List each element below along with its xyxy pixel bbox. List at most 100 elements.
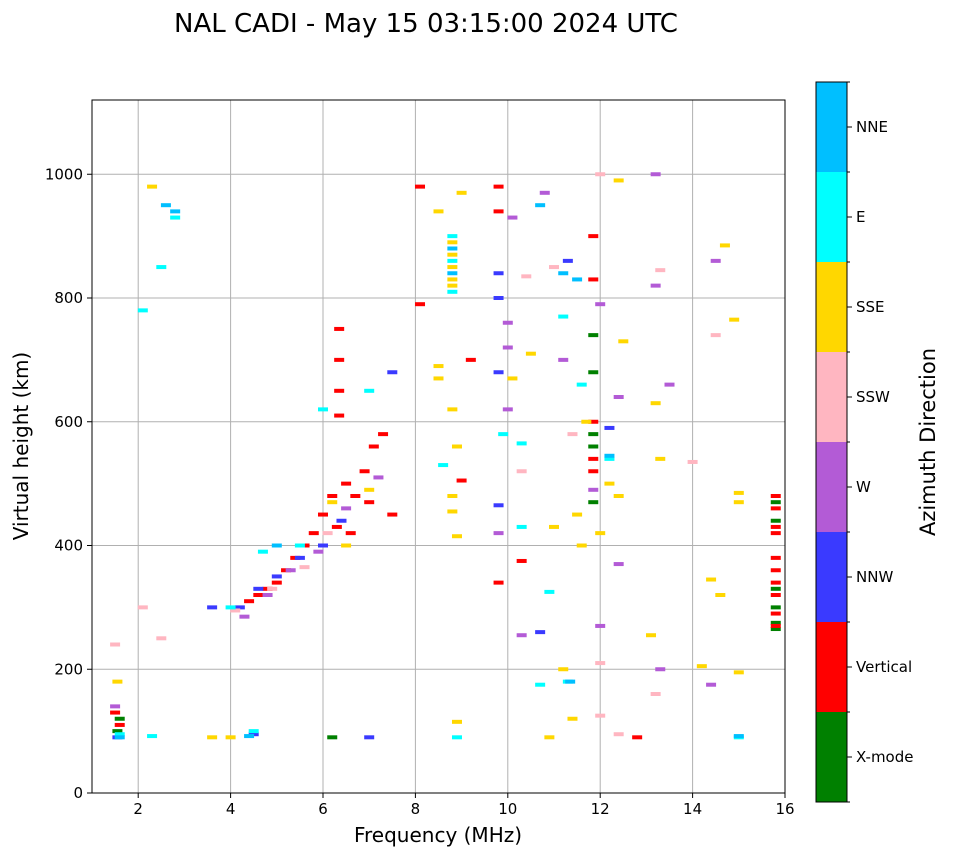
data-point-vertical [334,357,345,362]
data-point-x-mode [770,500,781,505]
data-point-sse [567,716,578,721]
data-point-ssw [521,274,532,279]
data-point-x-mode [770,605,781,610]
colorbar-segment [816,172,847,262]
data-point-x-mode [588,432,599,437]
data-point-sse [706,577,717,582]
data-point-ssw [110,642,121,647]
x-tick-label: 6 [318,800,328,818]
colorbar-label: X-mode [856,748,913,766]
y-tick-label: 200 [54,660,83,678]
x-axis-ticks: 2 4 6 8 10 12 14 16 [133,793,795,818]
data-point-sse [544,735,555,740]
colorbar-frame [815,81,848,803]
data-point-vertical [318,512,328,517]
data-point-sse [433,376,444,381]
data-point-nne [733,734,744,739]
grid-lines [92,100,785,793]
data-point-vertical [364,500,375,505]
data-point-vertical [415,184,426,189]
data-point-nne [447,246,458,251]
data-point-x-mode [588,444,599,449]
colorbar-segment [816,352,847,442]
data-point-w [516,633,527,638]
data-point-w [502,320,513,325]
data-point-nnw [318,543,328,548]
data-point-vertical [415,302,426,307]
data-point-vertical [271,580,282,585]
data-point-vertical [378,432,389,437]
data-point-vertical [387,512,398,517]
data-point-w [706,682,717,687]
data-point-w [613,395,624,399]
colorbar-label: W [856,478,871,496]
data-point-e [604,456,615,461]
data-point-sse [225,735,236,740]
data-point-sse [733,500,744,505]
data-point-ssw [710,333,721,338]
data-point-sse [207,735,218,740]
data-point-nne [565,679,576,684]
data-point-e [225,605,236,610]
data-point-w [595,302,606,307]
chart-title: NAL CADI - May 15 03:15:00 2024 UTC [174,9,678,39]
data-point-sse [447,265,458,270]
data-point-vertical [493,580,504,585]
data-point-sse [604,481,615,486]
data-point-w [595,623,606,628]
data-point-vertical [334,388,345,393]
data-point-w [650,172,661,177]
data-point-sse [341,543,352,548]
x-tick-label: 8 [411,800,421,818]
data-point-vertical [516,558,527,563]
data-point-sse [447,277,458,282]
data-point-sse [364,487,375,492]
data-point-w [664,382,675,387]
data-point-w [588,487,599,492]
plot-frame [91,99,786,794]
data-point-sse [595,531,606,536]
data-point-sse [447,407,458,412]
data-point-e [364,388,375,393]
data-point-nne [535,203,546,208]
colorbar-label: SSE [856,298,885,316]
data-point-e [576,382,587,387]
data-point-ssw [567,432,578,437]
data-point-ssw [516,469,527,474]
data-point-e [257,549,268,554]
data-point-vertical [588,456,599,461]
colorbar: X-mode Vertical NNW W SSW SSE E NNE [815,81,913,803]
data-point-nnw [493,503,504,508]
data-point-w [655,667,666,672]
data-point-ssw [595,172,606,177]
colorbar-label: Vertical [856,658,912,676]
data-point-ssw [322,531,333,536]
data-point-vertical [770,623,781,628]
data-point-e [447,289,458,294]
data-point-nnw [271,574,282,579]
data-point-w [539,190,550,195]
data-point-sse [715,593,726,597]
data-point-ssw [650,692,661,696]
data-point-sse [549,524,559,529]
data-point-x-mode [327,735,338,740]
colorbar-segment [816,262,847,352]
data-point-ssw [549,265,559,270]
data-point-vertical [327,494,338,498]
data-point-vertical [456,478,467,483]
data-point-sse [447,252,458,257]
data-point-w [262,593,273,597]
data-point-sse [646,633,657,638]
data-point-w [502,407,513,412]
data-point-w [341,506,352,511]
y-tick-label: 800 [54,289,83,307]
y-tick-label: 0 [73,784,83,802]
x-tick-label: 16 [775,800,794,818]
colorbar-label: SSW [856,388,890,406]
data-point-w [239,614,250,619]
data-point-ssw [655,268,666,273]
data-point-vertical [770,524,781,529]
data-point-nne [170,209,181,214]
data-point-e [137,308,148,313]
